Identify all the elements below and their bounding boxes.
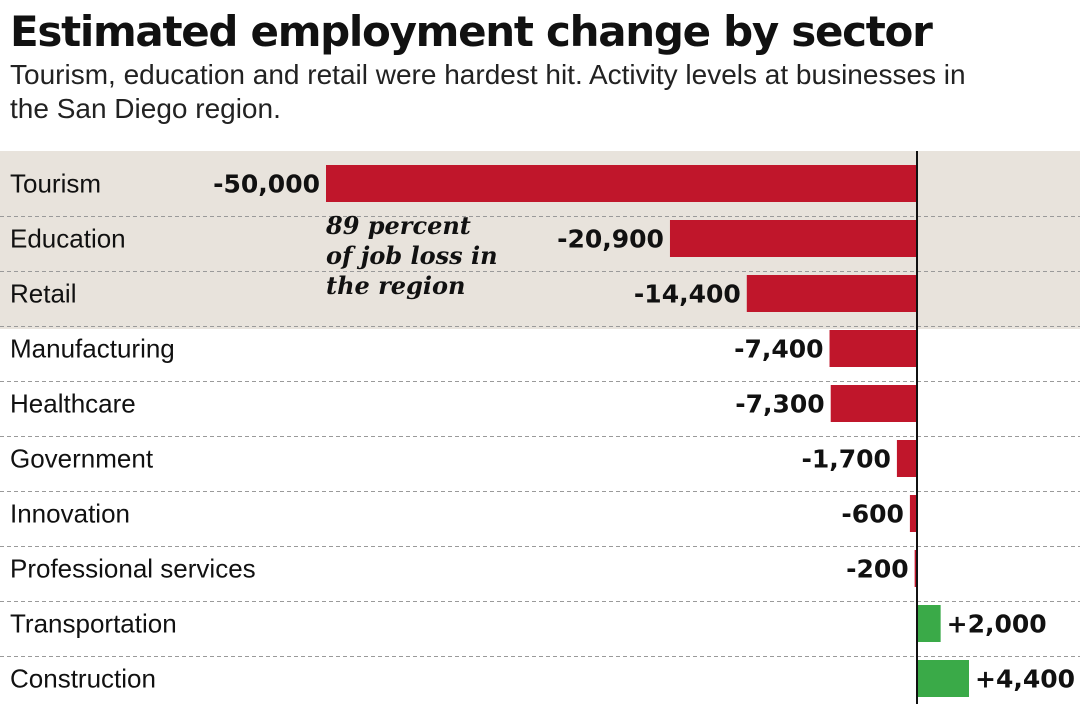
category-label: Government bbox=[10, 444, 154, 474]
bar-government bbox=[896, 440, 917, 477]
data-label: -200 bbox=[846, 555, 909, 584]
bar-innovation bbox=[909, 495, 917, 532]
data-label: -50,000 bbox=[213, 170, 320, 199]
annotation-text: 89 percent bbox=[325, 211, 471, 240]
bar-education bbox=[669, 220, 917, 257]
chart-title: Estimated employment change by sector bbox=[10, 7, 933, 56]
data-label: +2,000 bbox=[947, 610, 1047, 639]
data-label: -14,400 bbox=[634, 280, 741, 309]
category-label: Construction bbox=[10, 664, 156, 694]
category-label: Education bbox=[10, 224, 126, 254]
data-label: -1,700 bbox=[801, 445, 890, 474]
annotation-text: of job loss in bbox=[326, 241, 498, 270]
bar-tourism bbox=[326, 165, 917, 202]
data-label: -600 bbox=[841, 500, 904, 529]
bar-professional-services bbox=[914, 550, 917, 587]
category-label: Innovation bbox=[10, 499, 130, 529]
category-label: Professional services bbox=[10, 554, 256, 584]
data-label: +4,400 bbox=[975, 665, 1075, 694]
bar-retail bbox=[746, 275, 917, 312]
chart-subtitle: Tourism, education and retail were harde… bbox=[10, 59, 966, 124]
category-label: Transportation bbox=[10, 609, 177, 639]
category-label: Manufacturing bbox=[10, 334, 175, 364]
bar-transportation bbox=[917, 605, 941, 642]
data-label: -7,300 bbox=[735, 390, 824, 419]
category-label: Retail bbox=[10, 279, 76, 309]
bar-healthcare bbox=[830, 385, 917, 422]
bar-manufacturing bbox=[829, 330, 917, 367]
category-label: Tourism bbox=[10, 169, 101, 199]
data-label: -20,900 bbox=[557, 225, 664, 254]
data-label: -7,400 bbox=[734, 335, 823, 364]
annotation-text: the region bbox=[326, 271, 465, 300]
bar-construction bbox=[917, 660, 970, 697]
category-label: Healthcare bbox=[10, 389, 136, 419]
